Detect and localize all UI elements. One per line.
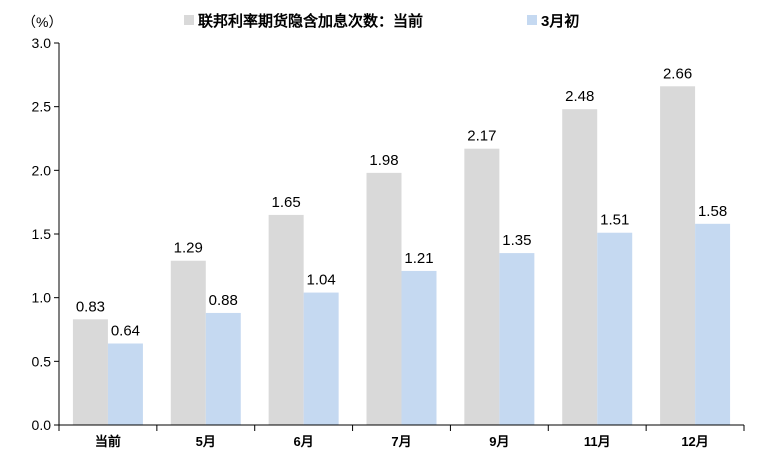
axes: [58, 43, 745, 431]
bars: [72, 86, 731, 426]
bar-current-2: [268, 214, 304, 425]
y-tick-label: 2.5: [32, 99, 52, 115]
data-label-current-2: 1.65: [272, 194, 301, 211]
bar-march-2: [303, 292, 339, 425]
bar-march-5: [597, 232, 633, 425]
x-category-label: 7月: [391, 434, 411, 449]
bar-current-0: [72, 319, 108, 425]
data-label-march-2: 1.04: [307, 272, 336, 289]
data-label-current-0: 0.83: [76, 298, 105, 315]
x-category-label: 9月: [489, 434, 509, 449]
y-tick-label: 3.0: [32, 35, 52, 51]
category-labels: 当前 5月 6月 7月 9月 11月 12月: [95, 434, 709, 449]
data-label-march-0: 0.64: [111, 323, 140, 340]
legend-label-current: 联邦利率期货隐含加息次数：当前: [198, 12, 423, 30]
bar-march-4: [499, 253, 535, 425]
x-category-label: 5月: [196, 434, 216, 449]
y-unit-label: （%）: [22, 14, 62, 30]
bar-current-3: [366, 172, 402, 425]
y-axis-ticks: 0.0 0.5 1.0 1.5 2.0 2.5 3.0: [32, 35, 59, 433]
bar-march-0: [107, 343, 143, 425]
x-category-label: 6月: [294, 434, 314, 449]
legend: 联邦利率期货隐含加息次数：当前 3月初: [184, 12, 579, 30]
data-label-current-1: 1.29: [174, 240, 203, 257]
data-label-current-3: 1.98: [369, 152, 398, 169]
data-label-march-6: 1.58: [698, 203, 727, 220]
bar-march-3: [401, 270, 437, 425]
data-label-current-4: 2.17: [467, 128, 496, 145]
bar-current-5: [562, 109, 598, 426]
data-label-current-5: 2.48: [565, 88, 594, 105]
bar-march-6: [695, 223, 731, 425]
bar-march-1: [205, 312, 241, 425]
y-tick-label: 0.5: [32, 353, 52, 369]
data-labels: 0.83 0.64 1.29 0.88 1.65 1.04 1.98 1.21 2.17 1.35…: [76, 65, 727, 339]
y-tick-label: 0.0: [32, 417, 52, 433]
x-category-label: 12月: [681, 434, 708, 449]
y-tick-label: 1.5: [32, 226, 52, 242]
data-label-march-1: 0.88: [209, 292, 238, 309]
data-label-march-5: 1.51: [600, 212, 629, 229]
data-label-march-4: 1.35: [502, 232, 531, 249]
bar-current-6: [660, 86, 696, 425]
x-category-label: 11月: [584, 434, 611, 449]
legend-label-march: 3月初: [541, 12, 579, 30]
x-category-label: 当前: [95, 434, 121, 449]
bar-current-1: [170, 260, 206, 425]
bar-current-4: [464, 148, 500, 426]
legend-swatch-march: [527, 15, 537, 25]
y-tick-label: 2.0: [32, 162, 52, 178]
legend-swatch-current: [184, 15, 194, 25]
data-label-march-3: 1.21: [404, 250, 433, 267]
y-tick-label: 1.0: [32, 290, 52, 306]
data-label-current-6: 2.66: [663, 65, 692, 82]
